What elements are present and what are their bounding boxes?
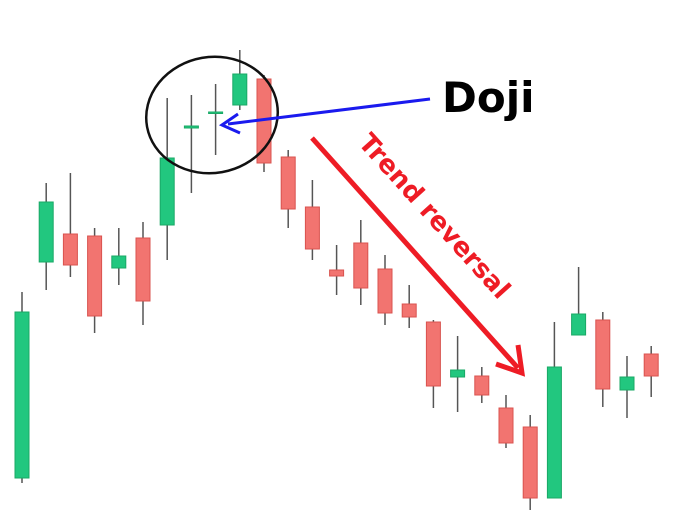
candle-body: [159, 157, 175, 226]
candle-body: [304, 206, 320, 250]
candle-body: [595, 319, 611, 390]
candle-body: [14, 311, 30, 479]
candle-body: [450, 369, 466, 378]
candle-body: [329, 269, 345, 277]
trend-arrow: [310, 136, 520, 370]
candle-body: [232, 73, 248, 106]
trend-arrowhead: [495, 344, 526, 377]
candle-body: [280, 156, 296, 210]
candle-body: [474, 375, 490, 396]
candle-body: [401, 303, 417, 318]
candle-body: [498, 407, 514, 444]
candle-body: [377, 268, 393, 314]
candle-body: [522, 426, 538, 499]
candle-body: [353, 242, 369, 289]
candle-body: [111, 255, 127, 269]
candle-body: [38, 201, 54, 263]
doji-circle: [144, 55, 280, 175]
candle-body: [135, 237, 151, 302]
candle-body: [62, 233, 78, 266]
trend-label: Trend reversal: [352, 128, 516, 305]
candle-body: [546, 366, 562, 499]
doji-label: Doji: [442, 73, 535, 122]
doji-arrowhead: [218, 112, 241, 135]
candle-body: [87, 235, 103, 317]
candle-body: [208, 111, 224, 114]
candles: [14, 50, 659, 510]
doji-arrow: [227, 97, 431, 126]
candle-body: [425, 321, 441, 387]
candle-body: [619, 376, 635, 391]
candle-body: [643, 353, 659, 377]
candle-body: [571, 313, 587, 336]
candle-body: [183, 125, 199, 129]
